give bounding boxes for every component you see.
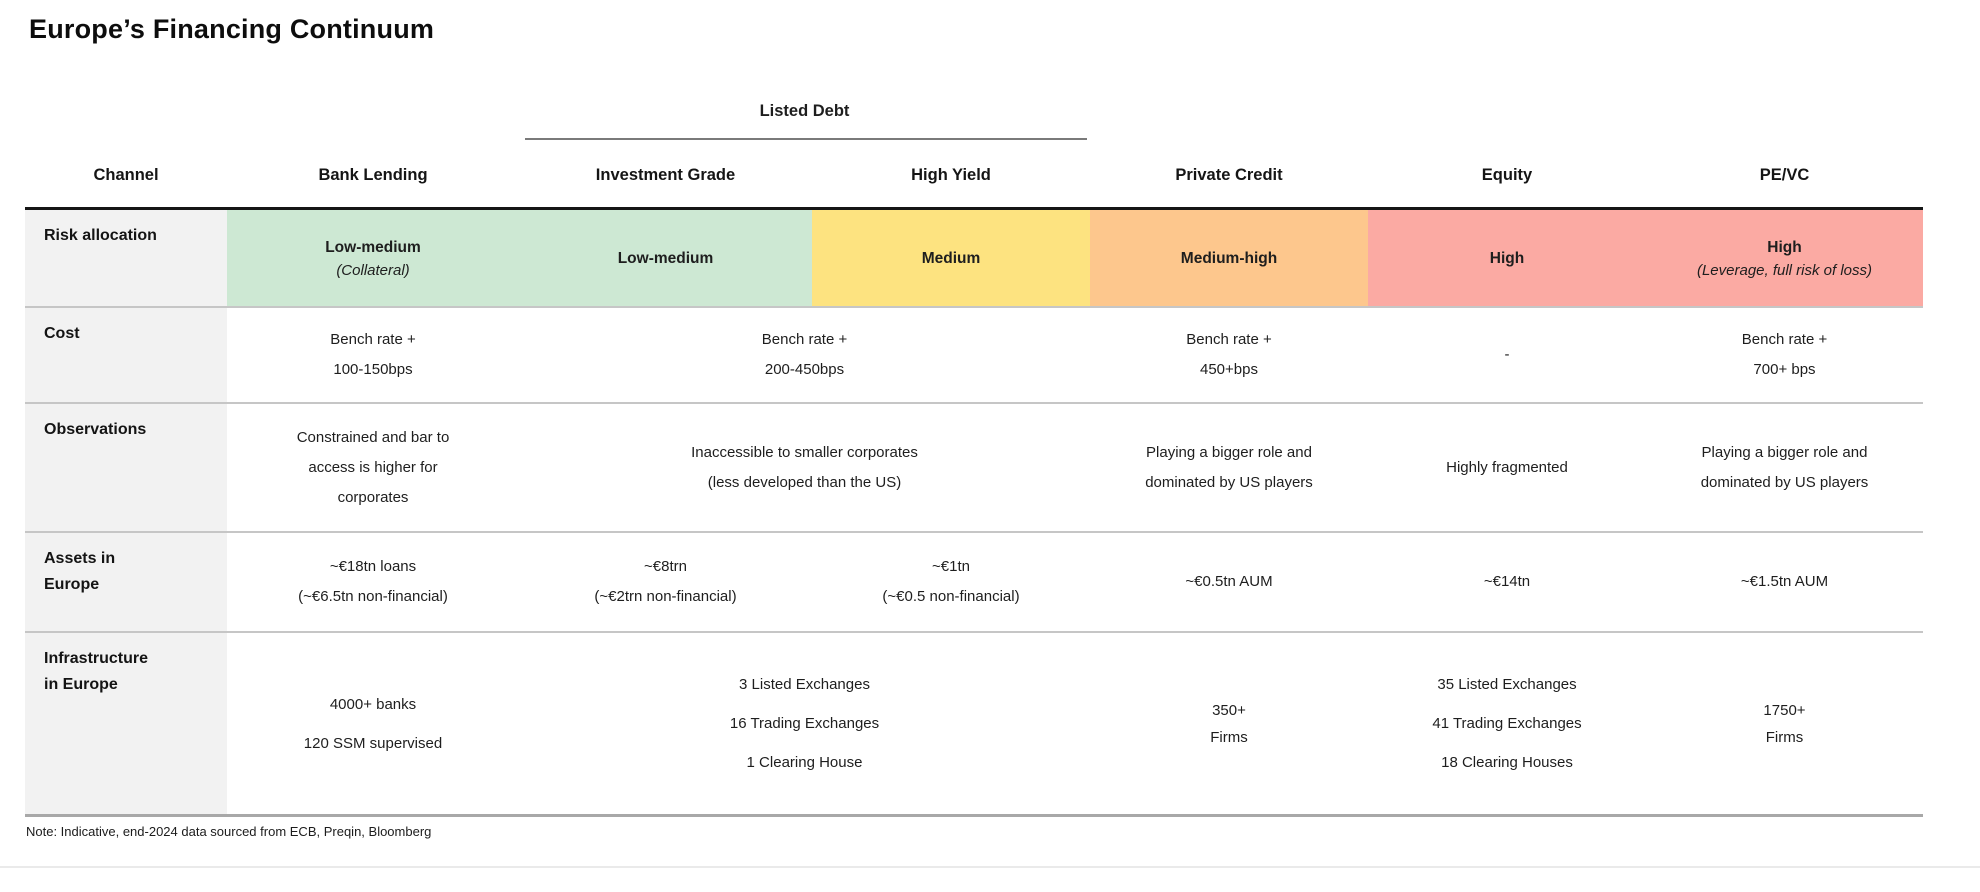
cell-risk-pe-vc: High (Leverage, full risk of loss)	[1646, 210, 1923, 306]
row-label-risk-allocation: Risk allocation	[25, 210, 227, 306]
row-label-observations: Observations	[25, 404, 227, 531]
cell-observations-listed-debt: Inaccessible to smaller corporates (less …	[691, 443, 918, 491]
cell-assets-pe-vc: ~€1.5tn AUM	[1740, 573, 1829, 590]
row-label-infrastructure-in-europe: Infrastructure in Europe	[25, 633, 227, 814]
cell-cost-equity: -	[1504, 346, 1510, 363]
table-row-infrastructure-in-europe: Infrastructure in Europe 4000+ banks 120 S…	[25, 633, 1923, 817]
cell-assets-equity: ~€14tn	[1483, 573, 1531, 590]
column-header-investment-grade: Investment Grade	[595, 165, 736, 184]
cell-risk-high-yield: Medium	[812, 210, 1090, 306]
cell-risk-bank-lending: Low-medium (Collateral)	[227, 210, 519, 306]
cell-risk-private-credit: Medium-high	[1090, 210, 1368, 306]
cell-cost-pe-vc: Bench rate +700+ bps	[1741, 331, 1828, 378]
cell-risk-equity: High	[1368, 210, 1646, 306]
column-header-high-yield: High Yield	[911, 165, 991, 184]
cell-infrastructure-bank-lending: 4000+ banks 120 SSM supervised	[303, 695, 443, 752]
group-header-underline	[525, 138, 1087, 140]
column-header-equity: Equity	[1481, 165, 1533, 184]
financing-continuum-table: Risk allocation Low-medium (Collateral) …	[25, 207, 1923, 817]
column-header-private-credit: Private Credit	[1175, 165, 1283, 184]
table-row-risk-allocation: Risk allocation Low-medium (Collateral) …	[25, 210, 1923, 308]
cell-observations-pe-vc: Playing a bigger role and dominated by US…	[1700, 443, 1869, 491]
table-row-assets-in-europe: Assets in Europe ~€18tn loans (~€6.5tn non…	[25, 533, 1923, 633]
column-header-bank-lending: Bank Lending	[318, 165, 428, 184]
cell-observations-equity: Highly fragmented	[1446, 458, 1568, 476]
cell-assets-high-yield: ~€1tn (~€0.5 non-financial)	[882, 558, 1020, 605]
column-header-pe-vc: PE/VC	[1759, 165, 1810, 184]
cell-infrastructure-listed-debt: 3 Listed Exchanges 16 Trading Exchanges 1 …	[729, 676, 880, 771]
cell-assets-private-credit: ~€0.5tn AUM	[1185, 573, 1273, 590]
cell-cost-bank-lending: Bench rate +100-150bps	[330, 331, 416, 378]
cell-assets-bank-lending: ~€18tn loans (~€6.5tn non-financial)	[298, 558, 448, 605]
cell-assets-investment-grade: ~€8trn (~€2trn non-financial)	[594, 558, 737, 605]
column-header-channel: Channel	[93, 165, 159, 184]
cell-cost-listed-debt: Bench rate +200-450bps	[761, 331, 848, 378]
group-header-listed-debt: Listed Debt	[759, 101, 850, 120]
cell-observations-bank-lending: Constrained and bar to access is higher f…	[296, 428, 450, 506]
page-title: Europe’s Financing Continuum	[29, 14, 435, 44]
cell-infrastructure-equity: 35 Listed Exchanges 41 Trading Exchanges 1…	[1432, 676, 1582, 771]
cell-infrastructure-private-credit: 350+ Firms	[1210, 701, 1248, 746]
table-header-row: Channel Bank Lending Investment Grade Hi…	[25, 158, 1923, 192]
table-row-observations: Observations Constrained and bar to acces…	[25, 404, 1923, 533]
table-row-cost: Cost Bench rate +100-150bps Bench rate +…	[25, 308, 1923, 404]
source-note: Note: Indicative, end-2024 data sourced …	[26, 824, 432, 839]
row-label-assets-in-europe: Assets in Europe	[25, 533, 227, 631]
bottom-divider	[0, 866, 1980, 868]
cell-risk-investment-grade: Low-medium	[519, 210, 812, 306]
cell-infrastructure-pe-vc: 1750+ Firms	[1763, 701, 1806, 746]
row-label-cost: Cost	[25, 308, 227, 402]
cell-observations-private-credit: Playing a bigger role and dominated by US…	[1145, 443, 1313, 491]
cell-cost-private-credit: Bench rate +450+bps	[1186, 331, 1272, 378]
